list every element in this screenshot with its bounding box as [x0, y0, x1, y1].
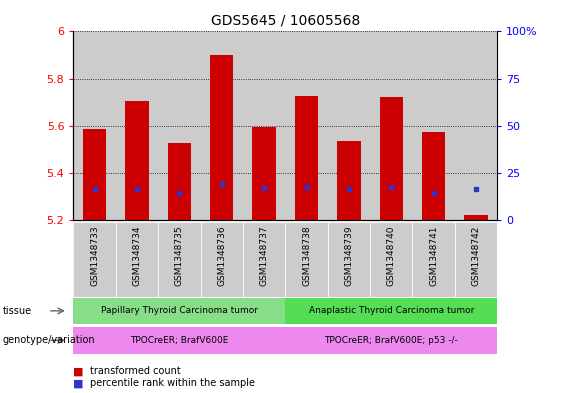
Bar [285, 222, 328, 297]
Bar [210, 55, 233, 220]
Text: GSM1348736: GSM1348736 [218, 226, 226, 286]
Text: GSM1348740: GSM1348740 [387, 226, 396, 286]
Bar [370, 31, 412, 220]
Bar [201, 222, 243, 297]
Text: GSM1348742: GSM1348742 [472, 226, 480, 286]
Bar [455, 31, 497, 220]
Text: TPOCreER; BrafV600E; p53 -/-: TPOCreER; BrafV600E; p53 -/- [324, 336, 458, 345]
Title: GDS5645 / 10605568: GDS5645 / 10605568 [211, 13, 360, 28]
Text: Anaplastic Thyroid Carcinoma tumor: Anaplastic Thyroid Carcinoma tumor [308, 307, 474, 315]
Bar [253, 127, 276, 220]
Text: ■: ■ [73, 378, 84, 388]
Bar [295, 96, 318, 220]
Bar [380, 97, 403, 220]
Bar [328, 222, 370, 297]
Bar [158, 222, 201, 297]
Bar [455, 222, 497, 297]
Bar [285, 31, 328, 220]
Text: ■: ■ [73, 366, 84, 376]
Bar [370, 222, 412, 297]
Bar [116, 222, 158, 297]
Text: tissue: tissue [3, 306, 32, 316]
Bar [337, 141, 360, 220]
Text: transformed count: transformed count [90, 366, 181, 376]
Text: genotype/variation: genotype/variation [3, 335, 95, 345]
Bar [243, 31, 285, 220]
Bar [412, 31, 455, 220]
Bar [158, 31, 201, 220]
Bar [116, 31, 158, 220]
Bar [464, 215, 488, 220]
Text: GSM1348739: GSM1348739 [345, 226, 353, 286]
Bar [328, 31, 370, 220]
Text: GSM1348733: GSM1348733 [90, 226, 99, 286]
Text: Papillary Thyroid Carcinoma tumor: Papillary Thyroid Carcinoma tumor [101, 307, 258, 315]
Bar [83, 129, 106, 220]
Bar [243, 222, 285, 297]
Bar [201, 31, 243, 220]
Text: GSM1348734: GSM1348734 [133, 226, 141, 286]
Bar [73, 222, 116, 297]
Bar [168, 143, 191, 220]
Bar [422, 132, 445, 220]
Bar [285, 298, 497, 324]
Text: GSM1348738: GSM1348738 [302, 226, 311, 286]
Text: TPOCreER; BrafV600E: TPOCreER; BrafV600E [130, 336, 229, 345]
Text: GSM1348735: GSM1348735 [175, 226, 184, 286]
Bar [73, 298, 285, 324]
Text: GSM1348741: GSM1348741 [429, 226, 438, 286]
Text: percentile rank within the sample: percentile rank within the sample [90, 378, 255, 388]
Bar [412, 222, 455, 297]
Bar [125, 101, 149, 220]
Text: GSM1348737: GSM1348737 [260, 226, 268, 286]
Bar [73, 31, 116, 220]
Bar [73, 327, 285, 354]
Bar [285, 327, 497, 354]
